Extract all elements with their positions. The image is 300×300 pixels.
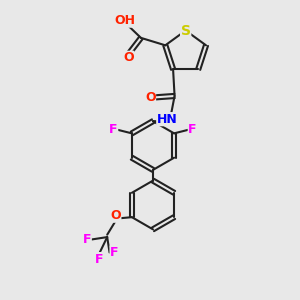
Text: O: O [110, 209, 121, 222]
Text: O: O [145, 91, 155, 104]
Text: F: F [94, 253, 103, 266]
Text: HN: HN [157, 113, 178, 126]
Text: O: O [123, 51, 134, 64]
Text: S: S [181, 23, 191, 38]
Text: F: F [83, 233, 91, 246]
Text: F: F [110, 246, 118, 259]
Text: F: F [188, 123, 197, 136]
Text: OH: OH [114, 14, 135, 27]
Text: F: F [109, 123, 118, 136]
